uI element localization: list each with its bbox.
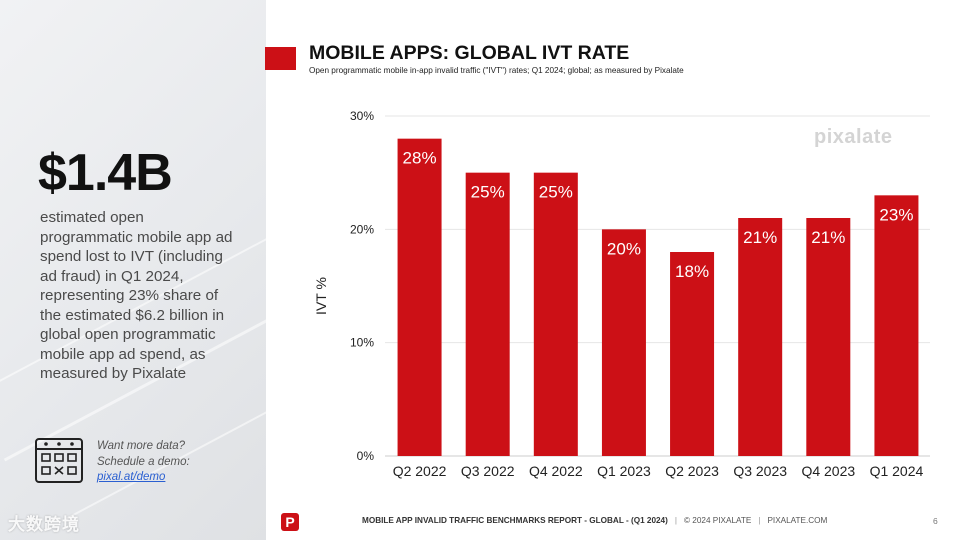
bar: [806, 218, 851, 456]
bar: [874, 195, 919, 456]
watermark: 大数跨境: [8, 515, 80, 534]
data-label: 21%: [743, 228, 777, 247]
y-axis-label: IVT %: [313, 277, 329, 315]
x-tick-label: Q1 2024: [870, 463, 924, 479]
y-tick-label: 0%: [357, 449, 375, 463]
footer-site[interactable]: PIXALATE.COM: [767, 516, 828, 525]
left-panel: $1.4B estimated open programmatic mobile…: [0, 0, 266, 540]
x-tick-label: Q2 2022: [393, 463, 447, 479]
footer-report-title: MOBILE APP INVALID TRAFFIC BENCHMARKS RE…: [362, 516, 668, 525]
stat-description: estimated open programmatic mobile app a…: [40, 209, 233, 382]
bar: [533, 172, 578, 456]
footer-text: MOBILE APP INVALID TRAFFIC BENCHMARKS RE…: [362, 516, 828, 525]
data-label: 18%: [675, 262, 709, 281]
y-tick-label: 30%: [350, 109, 374, 123]
chart-subtitle: Open programmatic mobile in-app invalid …: [309, 66, 684, 75]
x-tick-label: Q3 2022: [461, 463, 515, 479]
x-tick-label: Q4 2022: [529, 463, 583, 479]
y-tick-label: 10%: [350, 336, 374, 350]
data-label: 23%: [879, 205, 913, 224]
big-stat: $1.4B: [38, 144, 173, 202]
demo-link[interactable]: pixal.at/demo: [97, 471, 166, 483]
footer-copyright: © 2024 PIXALATE: [683, 516, 752, 525]
bar: [397, 138, 442, 456]
x-tick-label: Q3 2023: [733, 463, 787, 479]
data-label: 21%: [811, 228, 845, 247]
bar: [670, 252, 715, 456]
data-label: 25%: [471, 183, 505, 202]
x-tick-label: Q4 2023: [801, 463, 855, 479]
bar: [601, 229, 646, 456]
page-number: 6: [933, 516, 938, 526]
bar: [738, 218, 783, 456]
demo-line-1: Want more data?: [97, 440, 186, 452]
data-label: 20%: [607, 239, 641, 258]
pixalate-footer-logo: P: [281, 513, 299, 531]
y-tick-label: 20%: [350, 222, 374, 236]
demo-callout: Want more data? Schedule a demo: pixal.a…: [97, 439, 190, 486]
bar-chart: 0% 10% 20% 30% IVT % 28% Q2 2022 25% Q3 2022 25% Q…: [313, 109, 930, 479]
chart-title: MOBILE APPS: GLOBAL IVT RATE: [309, 42, 630, 64]
x-tick-label: Q2 2023: [665, 463, 719, 479]
x-tick-label: Q1 2023: [597, 463, 651, 479]
data-label: 25%: [539, 183, 573, 202]
pixalate-logo: pixalate: [814, 126, 893, 148]
demo-line-2: Schedule a demo:: [97, 455, 190, 468]
calendar-icon: [35, 438, 83, 483]
data-label: 28%: [403, 149, 437, 168]
title-accent-block: [265, 47, 296, 70]
bar: [465, 172, 510, 456]
